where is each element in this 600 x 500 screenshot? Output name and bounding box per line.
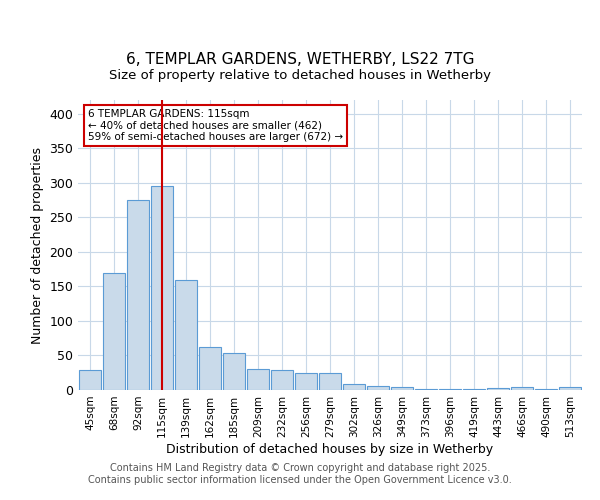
Bar: [391, 387, 413, 390]
Text: 6 TEMPLAR GARDENS: 115sqm
← 40% of detached houses are smaller (462)
59% of semi: 6 TEMPLAR GARDENS: 115sqm ← 40% of detac…: [88, 108, 343, 142]
Bar: [103, 272, 125, 390]
Text: Contains HM Land Registry data © Crown copyright and database right 2025.
Contai: Contains HM Land Registry data © Crown c…: [88, 464, 512, 485]
Bar: [223, 354, 245, 390]
X-axis label: Distribution of detached houses by size in Wetherby: Distribution of detached houses by size …: [166, 442, 494, 456]
Y-axis label: Number of detached properties: Number of detached properties: [31, 146, 44, 344]
Bar: [319, 372, 341, 390]
Bar: [151, 186, 173, 390]
Bar: [295, 372, 317, 390]
Bar: [175, 280, 197, 390]
Text: 6, TEMPLAR GARDENS, WETHERBY, LS22 7TG: 6, TEMPLAR GARDENS, WETHERBY, LS22 7TG: [126, 52, 474, 68]
Bar: [487, 388, 509, 390]
Bar: [271, 370, 293, 390]
Bar: [559, 387, 581, 390]
Bar: [367, 386, 389, 390]
Bar: [247, 370, 269, 390]
Bar: [343, 384, 365, 390]
Bar: [79, 370, 101, 390]
Text: Size of property relative to detached houses in Wetherby: Size of property relative to detached ho…: [109, 70, 491, 82]
Bar: [127, 200, 149, 390]
Bar: [511, 387, 533, 390]
Bar: [199, 347, 221, 390]
